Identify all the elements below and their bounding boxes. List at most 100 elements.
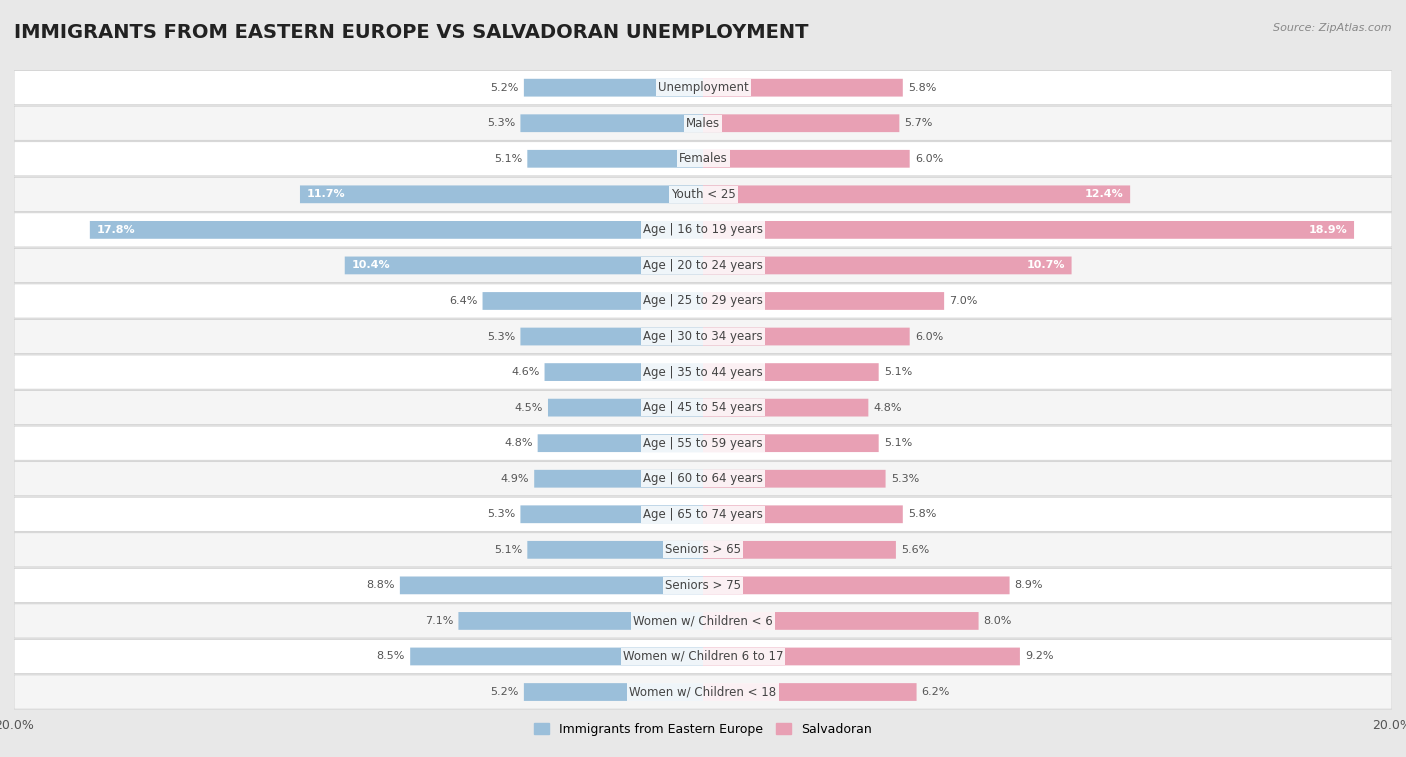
FancyBboxPatch shape [524, 683, 703, 701]
Text: Age | 35 to 44 years: Age | 35 to 44 years [643, 366, 763, 378]
FancyBboxPatch shape [14, 177, 1392, 211]
Text: Seniors > 75: Seniors > 75 [665, 579, 741, 592]
FancyBboxPatch shape [14, 391, 1392, 425]
FancyBboxPatch shape [703, 221, 1354, 238]
FancyBboxPatch shape [482, 292, 703, 310]
Text: Age | 45 to 54 years: Age | 45 to 54 years [643, 401, 763, 414]
Text: 4.5%: 4.5% [515, 403, 543, 413]
FancyBboxPatch shape [411, 647, 703, 665]
FancyBboxPatch shape [14, 640, 1392, 674]
FancyBboxPatch shape [703, 577, 1010, 594]
Text: Age | 16 to 19 years: Age | 16 to 19 years [643, 223, 763, 236]
Text: Age | 20 to 24 years: Age | 20 to 24 years [643, 259, 763, 272]
Text: 7.0%: 7.0% [949, 296, 977, 306]
FancyBboxPatch shape [544, 363, 703, 381]
FancyBboxPatch shape [14, 106, 1392, 140]
Text: 12.4%: 12.4% [1084, 189, 1123, 199]
Text: 5.1%: 5.1% [884, 438, 912, 448]
Text: 18.9%: 18.9% [1309, 225, 1347, 235]
FancyBboxPatch shape [344, 257, 703, 274]
FancyBboxPatch shape [703, 647, 1019, 665]
FancyBboxPatch shape [14, 248, 1392, 282]
Text: Age | 55 to 59 years: Age | 55 to 59 years [643, 437, 763, 450]
Text: 4.9%: 4.9% [501, 474, 529, 484]
FancyBboxPatch shape [703, 612, 979, 630]
Text: 10.4%: 10.4% [352, 260, 391, 270]
FancyBboxPatch shape [703, 150, 910, 167]
Text: 5.1%: 5.1% [884, 367, 912, 377]
FancyBboxPatch shape [520, 114, 703, 132]
FancyBboxPatch shape [14, 497, 1392, 531]
Text: 8.5%: 8.5% [377, 652, 405, 662]
Text: Source: ZipAtlas.com: Source: ZipAtlas.com [1274, 23, 1392, 33]
FancyBboxPatch shape [14, 319, 1392, 354]
Text: Females: Females [679, 152, 727, 165]
FancyBboxPatch shape [14, 355, 1392, 389]
Text: 10.7%: 10.7% [1026, 260, 1064, 270]
Text: Women w/ Children < 6: Women w/ Children < 6 [633, 615, 773, 628]
FancyBboxPatch shape [14, 675, 1392, 709]
FancyBboxPatch shape [399, 577, 703, 594]
FancyBboxPatch shape [537, 435, 703, 452]
Text: IMMIGRANTS FROM EASTERN EUROPE VS SALVADORAN UNEMPLOYMENT: IMMIGRANTS FROM EASTERN EUROPE VS SALVAD… [14, 23, 808, 42]
Text: 4.6%: 4.6% [510, 367, 540, 377]
Text: Age | 25 to 29 years: Age | 25 to 29 years [643, 294, 763, 307]
FancyBboxPatch shape [520, 506, 703, 523]
FancyBboxPatch shape [299, 185, 703, 203]
FancyBboxPatch shape [14, 213, 1392, 247]
FancyBboxPatch shape [703, 363, 879, 381]
Text: 8.0%: 8.0% [984, 616, 1012, 626]
FancyBboxPatch shape [703, 470, 886, 488]
Text: 6.0%: 6.0% [915, 332, 943, 341]
Text: 5.8%: 5.8% [908, 509, 936, 519]
Text: Women w/ Children < 18: Women w/ Children < 18 [630, 686, 776, 699]
Text: 5.6%: 5.6% [901, 545, 929, 555]
FancyBboxPatch shape [703, 683, 917, 701]
FancyBboxPatch shape [703, 541, 896, 559]
Text: 5.3%: 5.3% [486, 118, 515, 128]
Text: Women w/ Children 6 to 17: Women w/ Children 6 to 17 [623, 650, 783, 663]
Text: 5.2%: 5.2% [491, 687, 519, 697]
Text: 5.3%: 5.3% [486, 509, 515, 519]
FancyBboxPatch shape [703, 185, 1130, 203]
Text: 5.1%: 5.1% [494, 154, 522, 164]
Text: 5.7%: 5.7% [904, 118, 934, 128]
FancyBboxPatch shape [703, 435, 879, 452]
FancyBboxPatch shape [14, 284, 1392, 318]
FancyBboxPatch shape [703, 328, 910, 345]
Text: 9.2%: 9.2% [1025, 652, 1053, 662]
Text: 4.8%: 4.8% [503, 438, 533, 448]
FancyBboxPatch shape [90, 221, 703, 238]
Text: 6.4%: 6.4% [449, 296, 478, 306]
FancyBboxPatch shape [14, 569, 1392, 603]
FancyBboxPatch shape [527, 541, 703, 559]
Text: 11.7%: 11.7% [307, 189, 346, 199]
FancyBboxPatch shape [524, 79, 703, 97]
Text: 17.8%: 17.8% [97, 225, 135, 235]
FancyBboxPatch shape [14, 426, 1392, 460]
FancyBboxPatch shape [14, 70, 1392, 104]
Text: 5.2%: 5.2% [491, 83, 519, 92]
FancyBboxPatch shape [534, 470, 703, 488]
FancyBboxPatch shape [703, 257, 1071, 274]
FancyBboxPatch shape [14, 142, 1392, 176]
FancyBboxPatch shape [520, 328, 703, 345]
FancyBboxPatch shape [703, 506, 903, 523]
Text: 5.8%: 5.8% [908, 83, 936, 92]
Text: Youth < 25: Youth < 25 [671, 188, 735, 201]
FancyBboxPatch shape [14, 462, 1392, 496]
FancyBboxPatch shape [548, 399, 703, 416]
Text: Age | 30 to 34 years: Age | 30 to 34 years [643, 330, 763, 343]
Text: 7.1%: 7.1% [425, 616, 453, 626]
FancyBboxPatch shape [14, 533, 1392, 567]
FancyBboxPatch shape [703, 292, 945, 310]
Text: Males: Males [686, 117, 720, 129]
Text: 5.3%: 5.3% [486, 332, 515, 341]
Legend: Immigrants from Eastern Europe, Salvadoran: Immigrants from Eastern Europe, Salvador… [530, 718, 876, 740]
Text: 5.1%: 5.1% [494, 545, 522, 555]
FancyBboxPatch shape [458, 612, 703, 630]
Text: Seniors > 65: Seniors > 65 [665, 544, 741, 556]
FancyBboxPatch shape [703, 79, 903, 97]
Text: Age | 65 to 74 years: Age | 65 to 74 years [643, 508, 763, 521]
Text: 6.2%: 6.2% [922, 687, 950, 697]
